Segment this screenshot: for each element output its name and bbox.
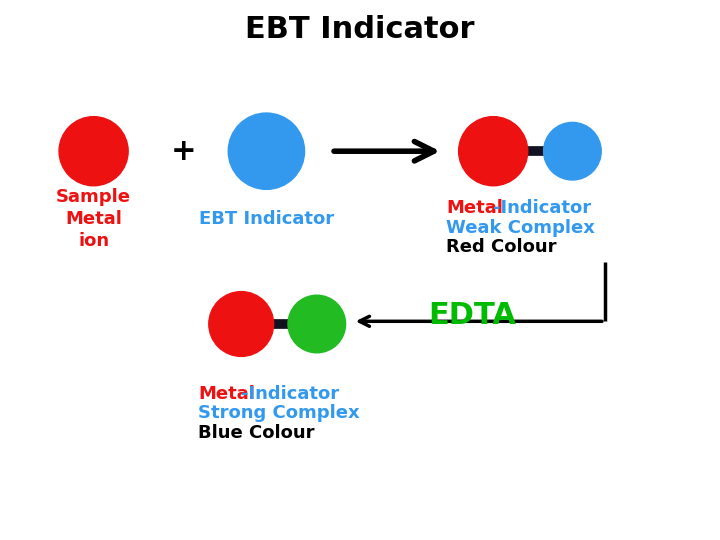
Text: Blue Colour: Blue Colour: [198, 424, 315, 442]
Text: +: +: [171, 137, 197, 166]
Text: EBT Indicator: EBT Indicator: [199, 210, 334, 228]
Ellipse shape: [59, 117, 128, 186]
Text: Sample
Metal
ion: Sample Metal ion: [56, 187, 131, 250]
Text: Strong Complex: Strong Complex: [198, 404, 359, 422]
Ellipse shape: [544, 123, 601, 180]
Text: EBT Indicator: EBT Indicator: [246, 15, 474, 44]
Text: -Indicator: -Indicator: [241, 385, 339, 403]
Text: Red Colour: Red Colour: [446, 238, 557, 256]
Ellipse shape: [459, 117, 528, 186]
Text: Weak Complex: Weak Complex: [446, 219, 595, 237]
Text: EDTA: EDTA: [428, 301, 516, 330]
Text: Metal: Metal: [198, 385, 255, 403]
Ellipse shape: [288, 295, 346, 353]
Ellipse shape: [228, 113, 305, 190]
Ellipse shape: [209, 292, 274, 356]
Text: Metal: Metal: [446, 199, 503, 217]
Text: -Indicator: -Indicator: [493, 199, 591, 217]
